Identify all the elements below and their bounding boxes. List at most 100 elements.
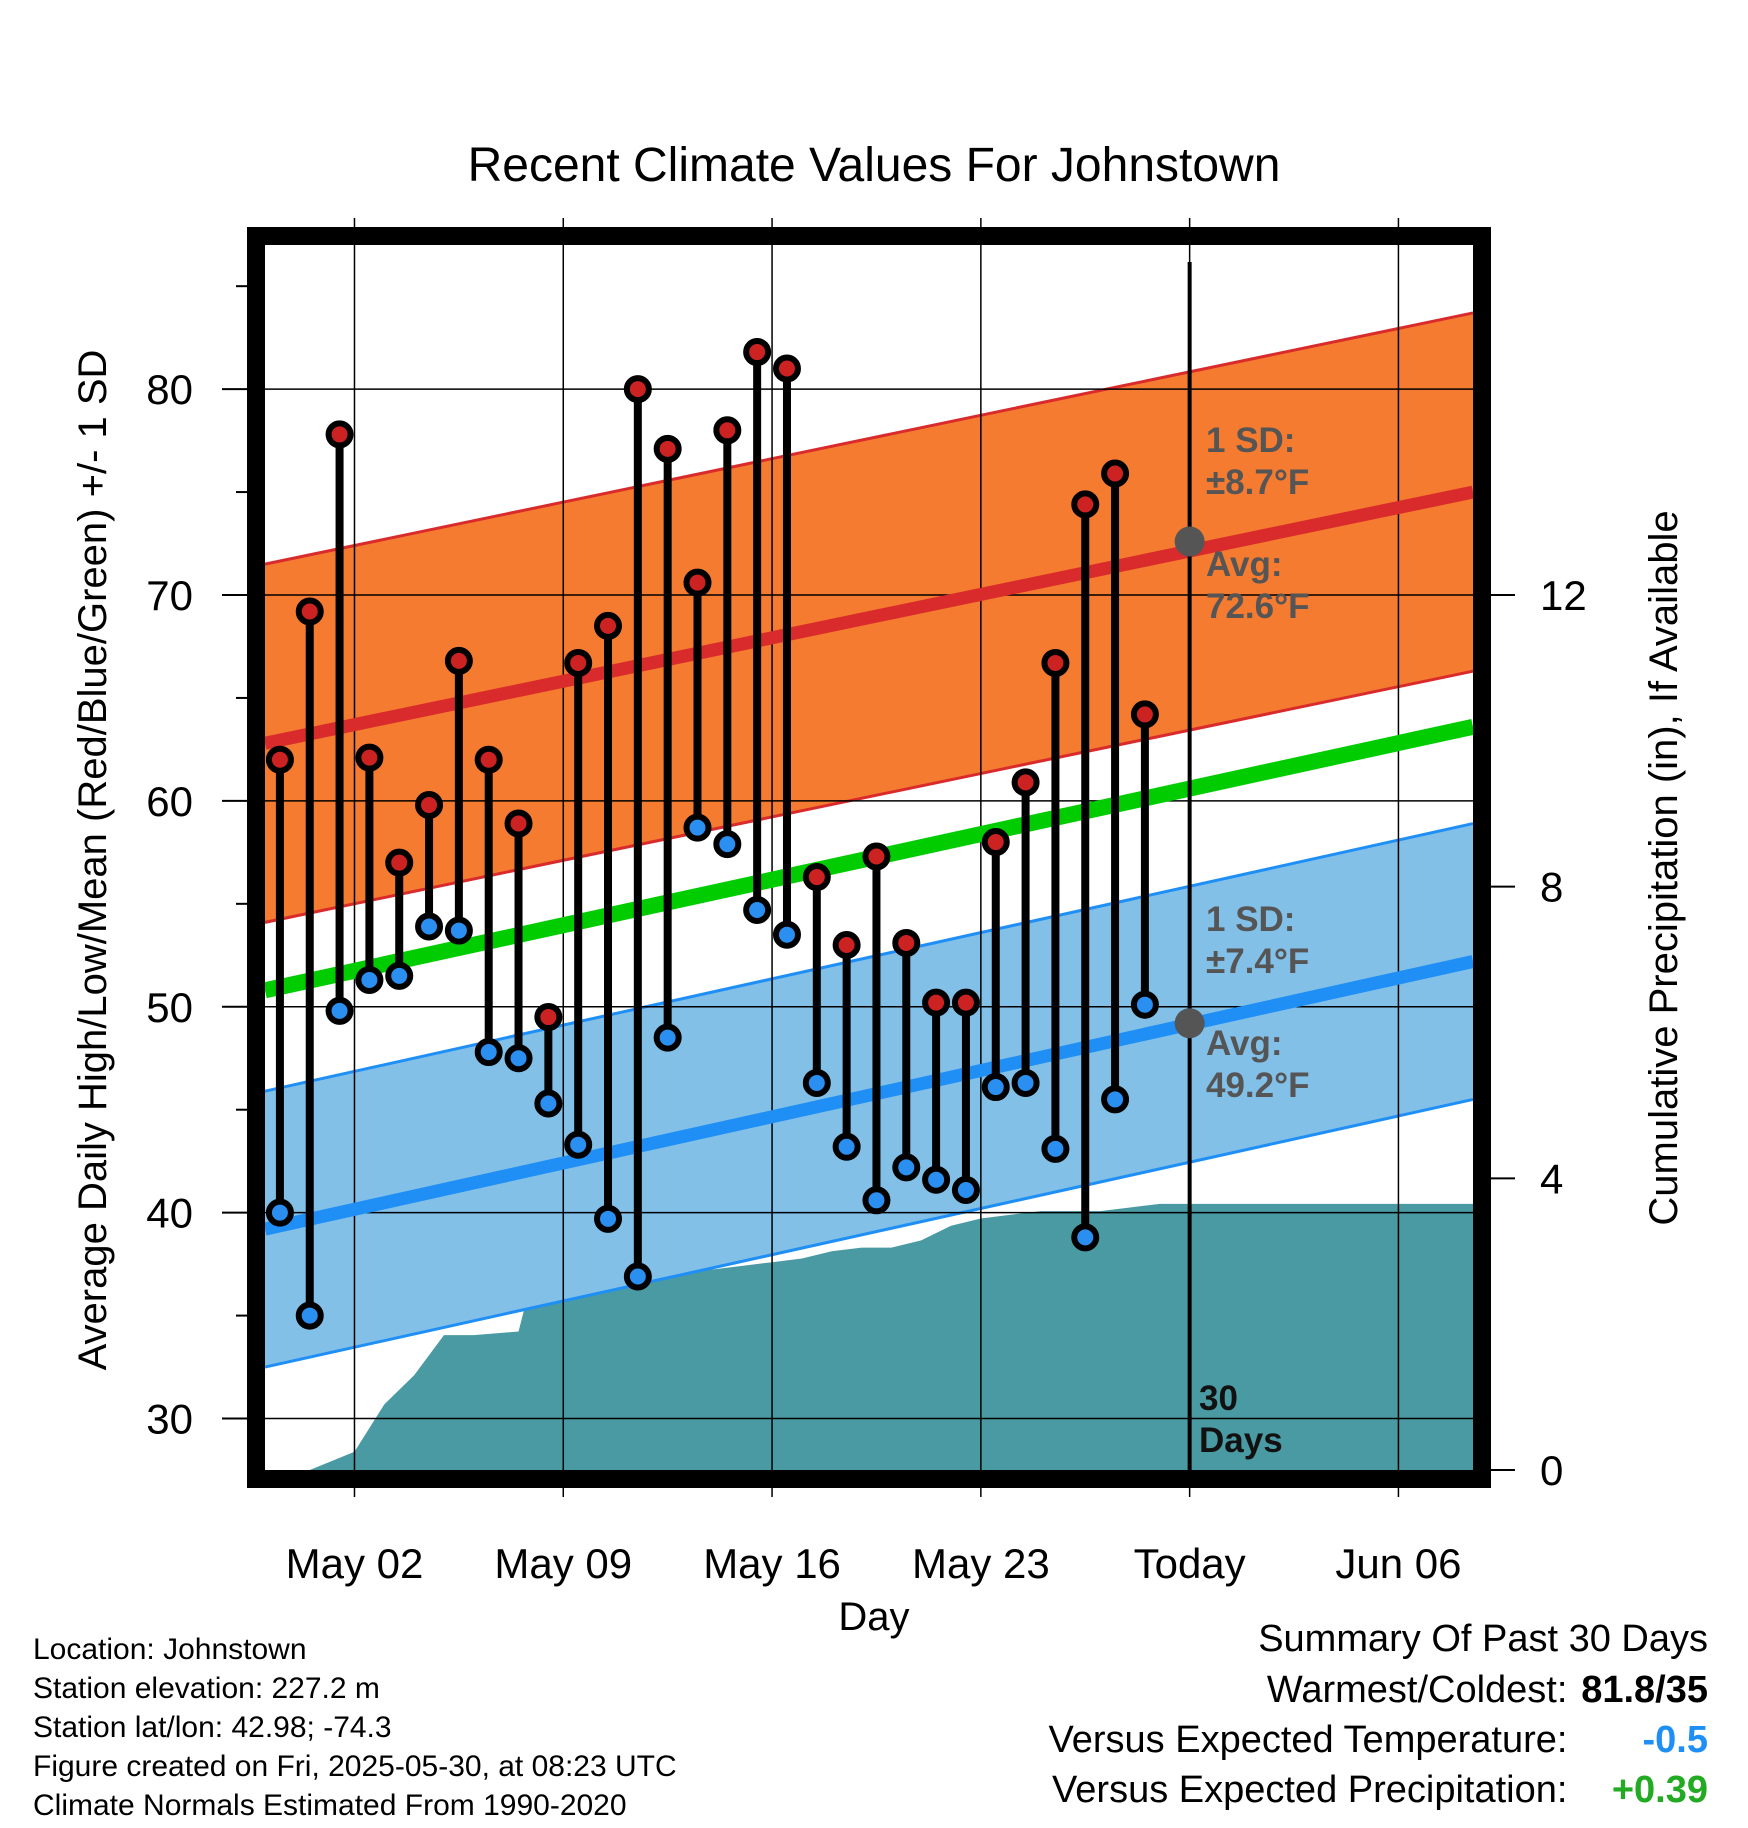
normal-high-band-upper-edge xyxy=(264,311,1474,566)
daily-high-point xyxy=(295,597,324,626)
daily-low-point xyxy=(951,1176,980,1204)
summary-warmest-label: Warmest/Coldest: xyxy=(1266,1669,1568,1711)
daily-high-point xyxy=(504,809,533,838)
x-tick-label: May 02 xyxy=(286,1540,424,1587)
daily-low-point xyxy=(623,1262,652,1291)
x-tick-label: May 09 xyxy=(494,1540,632,1587)
summary-precip-value: +0.39 xyxy=(1611,1769,1708,1811)
daily-high-point xyxy=(862,842,891,871)
days-word-label: Days xyxy=(1199,1421,1283,1460)
high-avg-value: 72.6°F xyxy=(1206,587,1310,626)
x-tick-label: Jun 06 xyxy=(1335,1540,1461,1587)
daily-high-point xyxy=(743,338,772,367)
low-avg-value: 49.2°F xyxy=(1206,1066,1310,1105)
info-created: Figure created on Fri, 2025-05-30, at 08… xyxy=(33,1750,677,1783)
daily-low-point xyxy=(1071,1223,1100,1252)
daily-low-point xyxy=(355,966,384,994)
normal-low-band-upper-edge xyxy=(264,822,1474,1093)
daily-high-point xyxy=(355,743,384,772)
daily-high-point xyxy=(415,791,444,819)
daily-high-point xyxy=(325,420,354,449)
daily-low-point xyxy=(265,1198,294,1227)
daily-low-point xyxy=(415,912,444,941)
today-low-marker xyxy=(1174,1008,1205,1039)
low-avg-label: Avg: xyxy=(1206,1024,1282,1063)
daily-low-point xyxy=(832,1132,861,1161)
daily-high-point xyxy=(1101,459,1130,488)
daily-high-point xyxy=(653,434,682,463)
daily-high-point xyxy=(832,931,861,959)
daily-low-point xyxy=(713,830,742,859)
daily-low-point xyxy=(1101,1085,1130,1114)
y2-tick-label: 4 xyxy=(1540,1155,1563,1202)
y2-tick-label: 0 xyxy=(1540,1447,1563,1494)
low-sd-value: ±7.4°F xyxy=(1206,942,1309,981)
daily-low-point xyxy=(981,1073,1010,1102)
daily-low-point xyxy=(474,1038,503,1067)
x-axis-label: Day xyxy=(838,1595,909,1639)
daily-low-point xyxy=(504,1044,533,1073)
normal-low-band-lower-edge xyxy=(264,1097,1474,1369)
daily-low-point xyxy=(564,1130,593,1159)
summary-precip-label: Versus Expected Precipitation: xyxy=(1052,1769,1568,1811)
daily-low-point xyxy=(683,813,712,842)
x-tick-label: May 23 xyxy=(912,1540,1050,1587)
y-axis-label: Average Daily High/Low/Mean (Red/Blue/Gr… xyxy=(71,350,115,1371)
y-tick-label: 30 xyxy=(146,1396,193,1443)
daily-low-point xyxy=(653,1023,682,1052)
info-location: Location: Johnstown xyxy=(33,1633,307,1666)
daily-high-point xyxy=(1071,490,1100,519)
normal-high-line xyxy=(263,485,1475,750)
daily-low-point xyxy=(534,1089,563,1118)
daily-low-point xyxy=(385,961,414,990)
daily-low-point xyxy=(862,1186,891,1215)
daily-high-point xyxy=(594,611,623,640)
y-tick-label: 50 xyxy=(146,984,193,1031)
daily-low-point xyxy=(1041,1134,1070,1163)
high-sd-value: ±8.7°F xyxy=(1206,463,1309,502)
daily-low-point xyxy=(772,920,801,949)
daily-low-point xyxy=(743,896,772,924)
daily-high-point xyxy=(922,988,951,1017)
daily-low-point xyxy=(1130,990,1159,1019)
high-avg-label: Avg: xyxy=(1206,545,1282,584)
daily-high-point xyxy=(713,416,742,445)
daily-high-point xyxy=(951,988,980,1017)
daily-high-point xyxy=(1041,648,1070,677)
daily-high-point xyxy=(564,648,593,677)
y-tick-label: 70 xyxy=(146,572,193,619)
daily-low-point xyxy=(594,1204,623,1233)
daily-high-point xyxy=(444,646,473,675)
summary-title: Summary Of Past 30 Days xyxy=(1258,1618,1708,1660)
high-sd-label: 1 SD: xyxy=(1206,421,1295,460)
summary-warmest-value: 81.8/35 xyxy=(1581,1669,1708,1711)
daily-low-point xyxy=(892,1153,921,1182)
daily-low-point xyxy=(444,916,473,945)
y-tick-label: 60 xyxy=(146,778,193,825)
info-normals: Climate Normals Estimated From 1990-2020 xyxy=(33,1789,627,1822)
x-tick-label: Today xyxy=(1134,1540,1246,1587)
daily-low-point xyxy=(802,1068,831,1097)
daily-high-point xyxy=(1130,700,1159,729)
daily-high-point xyxy=(474,745,503,774)
daily-high-point xyxy=(892,928,921,957)
daily-high-point xyxy=(265,745,294,774)
summary-temp-value: -0.5 xyxy=(1642,1719,1708,1761)
daily-high-point xyxy=(981,828,1010,857)
normal-high-band-lower-edge xyxy=(264,669,1474,924)
info-latlon: Station lat/lon: 42.98; -74.3 xyxy=(33,1711,392,1744)
today-high-marker xyxy=(1174,526,1205,557)
daily-high-point xyxy=(802,863,831,892)
daily-low-point xyxy=(1011,1068,1040,1097)
daily-high-point xyxy=(1011,768,1040,797)
summary-warmest-row: Warmest/Coldest: 81.8/35 xyxy=(1267,1669,1708,1712)
daily-low-point xyxy=(295,1301,324,1330)
summary-temp-label: Versus Expected Temperature: xyxy=(1048,1719,1568,1761)
y2-tick-label: 8 xyxy=(1540,864,1563,911)
y-tick-label: 40 xyxy=(146,1190,193,1237)
summary-precip-row: Versus Expected Precipitation: +0.39 xyxy=(1052,1769,1708,1812)
x-tick-label: May 16 xyxy=(703,1540,841,1587)
daily-high-point xyxy=(683,568,712,597)
